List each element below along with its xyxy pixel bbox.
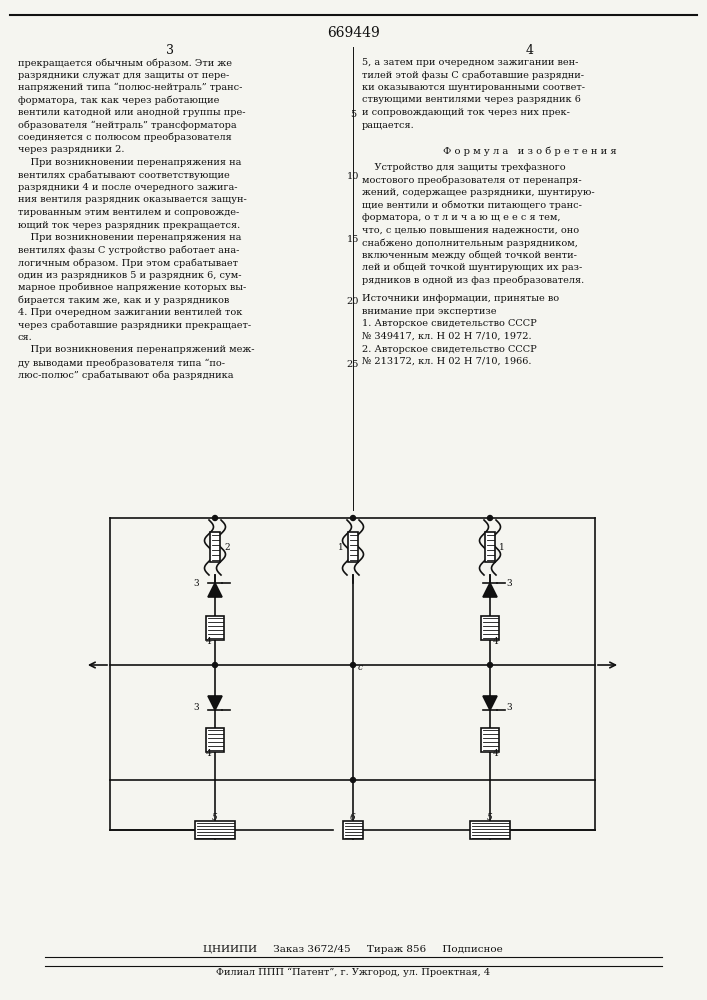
Text: включенным между общей точкой венти-: включенным между общей точкой венти- xyxy=(362,250,577,260)
Text: 6: 6 xyxy=(350,814,356,822)
Text: ствующими вентилями через разрядник 6: ствующими вентилями через разрядник 6 xyxy=(362,96,581,104)
Text: через сработавшие разрядники прекращает-: через сработавшие разрядники прекращает- xyxy=(18,320,251,330)
Text: тилей этой фазы С сработавшие разрядни-: тилей этой фазы С сработавшие разрядни- xyxy=(362,70,584,80)
Text: разрядники служат для защиты от пере-: разрядники служат для защиты от пере- xyxy=(18,70,229,80)
Text: ЦНИИПИ     Заказ 3672/45     Тираж 856     Подписное: ЦНИИПИ Заказ 3672/45 Тираж 856 Подписное xyxy=(203,946,503,954)
Bar xyxy=(481,616,499,640)
Bar xyxy=(470,821,510,839)
Text: 669449: 669449 xyxy=(327,26,380,40)
Text: образователя “нейтраль” трансформатора: образователя “нейтраль” трансформатора xyxy=(18,120,237,130)
Text: 10: 10 xyxy=(347,172,359,181)
Text: Ф о р м у л а   и з о б р е т е н и я: Ф о р м у л а и з о б р е т е н и я xyxy=(443,147,617,156)
Text: тированным этим вентилем и сопровожде-: тированным этим вентилем и сопровожде- xyxy=(18,208,239,217)
Text: внимание при экспертизе: внимание при экспертизе xyxy=(362,307,496,316)
Text: снабжено дополнительным разрядником,: снабжено дополнительным разрядником, xyxy=(362,238,578,247)
Circle shape xyxy=(213,516,218,520)
Text: 5, а затем при очередном зажигании вен-: 5, а затем при очередном зажигании вен- xyxy=(362,58,578,67)
Text: и сопровождающий ток через них прек-: и сопровождающий ток через них прек- xyxy=(362,108,570,117)
Text: № 213172, кл. Н 02 Н 7/10, 1966.: № 213172, кл. Н 02 Н 7/10, 1966. xyxy=(362,357,532,366)
Circle shape xyxy=(351,778,356,782)
Polygon shape xyxy=(483,696,497,710)
Text: щие вентили и обмотки питающего транс-: щие вентили и обмотки питающего транс- xyxy=(362,200,582,210)
Circle shape xyxy=(213,662,218,668)
Text: вентилях фазы С устройство работает ана-: вентилях фазы С устройство работает ана- xyxy=(18,245,240,255)
Text: вентилях срабатывают соответствующие: вентилях срабатывают соответствующие xyxy=(18,170,230,180)
Text: лей и общей точкой шунтирующих их раз-: лей и общей точкой шунтирующих их раз- xyxy=(362,263,583,272)
Text: 3: 3 xyxy=(166,43,174,56)
Text: При возникновении перенапряжения на: При возникновении перенапряжения на xyxy=(18,233,241,242)
Text: 1: 1 xyxy=(338,542,344,552)
Text: бирается таким же, как и у разрядников: бирается таким же, как и у разрядников xyxy=(18,296,229,305)
Text: рядников в одной из фаз преобразователя.: рядников в одной из фаз преобразователя. xyxy=(362,275,584,285)
Text: 2. Авторское свидетельство СССР: 2. Авторское свидетельство СССР xyxy=(362,344,537,354)
Polygon shape xyxy=(208,583,222,597)
Text: ся.: ся. xyxy=(18,333,33,342)
Text: 4: 4 xyxy=(206,750,212,758)
Text: 3: 3 xyxy=(194,702,199,712)
Text: мостового преобразователя от перенапря-: мостового преобразователя от перенапря- xyxy=(362,176,582,185)
Bar xyxy=(481,728,499,752)
Text: 4: 4 xyxy=(206,638,212,647)
Text: ющий ток через разрядник прекращается.: ющий ток через разрядник прекращается. xyxy=(18,221,240,230)
Text: разрядники 4 и после очередного зажига-: разрядники 4 и после очередного зажига- xyxy=(18,183,238,192)
Text: ки оказываются шунтированными соответ-: ки оказываются шунтированными соответ- xyxy=(362,83,585,92)
Text: напряжений типа “полюс-нейтраль” транс-: напряжений типа “полюс-нейтраль” транс- xyxy=(18,83,243,92)
Text: прекращается обычным образом. Эти же: прекращается обычным образом. Эти же xyxy=(18,58,232,68)
Text: вентили катодной или анодной группы пре-: вентили катодной или анодной группы пре- xyxy=(18,108,245,117)
Text: через разрядники 2.: через разрядники 2. xyxy=(18,145,124,154)
Text: люс-полюс” срабатывают оба разрядника: люс-полюс” срабатывают оба разрядника xyxy=(18,370,233,380)
Bar xyxy=(485,532,495,562)
Bar xyxy=(348,532,358,562)
Text: ния вентиля разрядник оказывается защун-: ния вентиля разрядник оказывается защун- xyxy=(18,196,247,205)
Text: 3: 3 xyxy=(194,580,199,588)
Text: 4: 4 xyxy=(493,750,498,758)
Polygon shape xyxy=(483,583,497,597)
Circle shape xyxy=(351,516,356,520)
Text: жений, содержащее разрядники, шунтирую-: жений, содержащее разрядники, шунтирую- xyxy=(362,188,595,197)
Text: 4. При очередном зажигании вентилей ток: 4. При очередном зажигании вентилей ток xyxy=(18,308,243,317)
Text: 20: 20 xyxy=(347,297,359,306)
Text: логичным образом. При этом срабатывает: логичным образом. При этом срабатывает xyxy=(18,258,238,267)
Text: один из разрядников 5 и разрядник 6, сум-: один из разрядников 5 и разрядник 6, сум… xyxy=(18,270,242,279)
Text: c: c xyxy=(358,662,363,672)
Text: 2: 2 xyxy=(224,542,230,552)
Text: Филиал ППП “Патент”, г. Ужгород, ул. Проектная, 4: Филиал ППП “Патент”, г. Ужгород, ул. Про… xyxy=(216,967,490,977)
Text: 5: 5 xyxy=(487,814,493,822)
Text: 4: 4 xyxy=(493,638,498,647)
Text: что, с целью повышения надежности, оно: что, с целью повышения надежности, оно xyxy=(362,226,579,234)
Bar xyxy=(206,616,224,640)
Text: 15: 15 xyxy=(347,235,359,244)
Text: форматора, так как через работающие: форматора, так как через работающие xyxy=(18,96,219,105)
Polygon shape xyxy=(208,696,222,710)
Text: форматора, о т л и ч а ю щ е е с я тем,: форматора, о т л и ч а ю щ е е с я тем, xyxy=(362,213,561,222)
Text: № 349417, кл. Н 02 Н 7/10, 1972.: № 349417, кл. Н 02 Н 7/10, 1972. xyxy=(362,332,532,341)
Bar xyxy=(210,532,220,562)
Circle shape xyxy=(488,516,493,520)
Circle shape xyxy=(488,662,493,668)
Bar xyxy=(206,728,224,752)
Text: 1: 1 xyxy=(499,542,505,552)
Text: соединяется с полюсом преобразователя: соединяется с полюсом преобразователя xyxy=(18,133,232,142)
Circle shape xyxy=(351,662,356,668)
Text: 5: 5 xyxy=(350,110,356,119)
Text: Устройство для защиты трехфазного: Устройство для защиты трехфазного xyxy=(362,163,566,172)
Text: 25: 25 xyxy=(347,360,359,369)
Text: 5: 5 xyxy=(212,814,218,822)
Text: 3: 3 xyxy=(506,580,512,588)
Text: ду выводами преобразователя типа “по-: ду выводами преобразователя типа “по- xyxy=(18,358,225,367)
Bar xyxy=(343,821,363,839)
Text: Источники информации, принятые во: Источники информации, принятые во xyxy=(362,294,559,303)
Text: При возникновении перенапряжения на: При возникновении перенапряжения на xyxy=(18,158,241,167)
Text: 4: 4 xyxy=(526,43,534,56)
Bar xyxy=(195,821,235,839)
Text: 1. Авторское свидетельство СССР: 1. Авторское свидетельство СССР xyxy=(362,320,537,328)
Text: 3: 3 xyxy=(506,702,512,712)
Text: При возникновения перенапряжений меж-: При возникновения перенапряжений меж- xyxy=(18,346,255,355)
Text: марное пробивное напряжение которых вы-: марное пробивное напряжение которых вы- xyxy=(18,283,246,292)
Text: ращается.: ращается. xyxy=(362,120,415,129)
